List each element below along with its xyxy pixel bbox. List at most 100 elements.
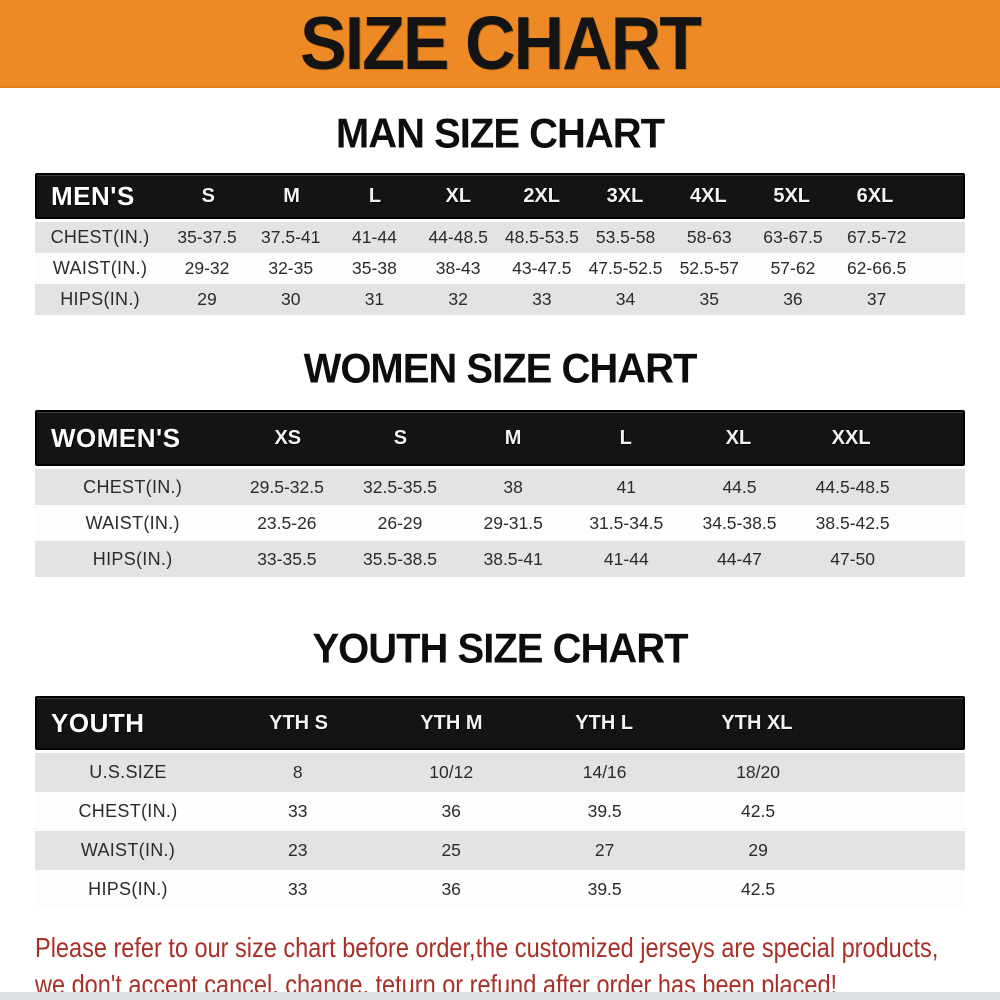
measurement-value: 36 (783, 289, 803, 309)
measurement-value: 33 (287, 879, 308, 899)
measurement-row: HIPS(IN.) 29 30 31 32 33 34 35 36 37 (35, 284, 965, 315)
men-section-heading: MAN SIZE CHART (335, 110, 665, 158)
measurement-value: 47-50 (830, 548, 875, 569)
measurement-value: 39.5 (587, 879, 622, 899)
women-table-header-label: WOMEN'S (51, 422, 181, 453)
measurement-row-label: WAIST(IN.) (85, 512, 180, 533)
measurement-value: 31.5-34.5 (589, 512, 664, 533)
measurement-value: 57-62 (770, 258, 816, 278)
measurement-value: 44-48.5 (428, 227, 488, 247)
disclaimer-note: Please refer to our size chart before or… (35, 929, 1000, 1000)
measurement-value: 35 (699, 289, 719, 309)
size-column-header: M (504, 426, 522, 449)
youth-size-table: YOUTH YTH S YTH M YTH L YTH XL U.S.SIZE 8 10/… (35, 696, 965, 909)
measurement-value: 41-44 (603, 548, 649, 569)
measurement-value: 52.5-57 (679, 258, 739, 278)
size-column-header: 4XL (690, 184, 727, 207)
size-column-header: YTH XL (721, 711, 793, 734)
measurement-value: 33 (532, 289, 552, 309)
women-size-section: WOMEN SIZE CHART WOMEN'S XS S M L XL XXL CHES… (0, 345, 1000, 577)
measurement-value: 38 (503, 476, 523, 497)
size-column-header: XS (274, 426, 302, 449)
banner-title: SIZE CHART (300, 0, 702, 86)
measurement-row: CHEST(IN.) 29.5-32.5 32.5-35.5 38 41 44.5 44.5… (35, 469, 965, 505)
measurement-value: 27 (594, 840, 615, 860)
measurement-value: 39.5 (587, 801, 622, 821)
measurement-value: 48.5-53.5 (504, 227, 579, 247)
women-section-heading: WOMEN SIZE CHART (303, 345, 698, 393)
measurement-value: 58-63 (686, 227, 732, 247)
measurement-value: 23 (287, 840, 308, 860)
size-column-header: YTH S (269, 711, 329, 734)
measurement-row-label: WAIST(IN.) (52, 258, 148, 278)
measurement-value: 32.5-35.5 (363, 476, 437, 497)
measurement-value: 33-35.5 (257, 548, 317, 569)
size-column-header: XXL (831, 426, 871, 449)
men-table-body: CHEST(IN.) 35-37.5 37.5-41 41-44 44-48.5 48.5… (35, 222, 965, 315)
measurement-value: 29.5-32.5 (249, 476, 324, 497)
measurement-row-label: HIPS(IN.) (92, 548, 173, 569)
men-size-table: MEN'S S M L XL 2XL 3XL 4XL 5XL 6XL CHEST(IN.) 35-… (35, 173, 965, 315)
size-column-header: YTH M (420, 711, 483, 734)
measurement-row-label: HIPS(IN.) (88, 879, 168, 899)
measurement-value: 38-43 (435, 258, 481, 278)
measurement-value: 32 (448, 289, 468, 309)
measurement-value: 8 (292, 762, 303, 782)
measurement-value: 44-47 (717, 548, 762, 569)
measurement-value: 23.5-26 (257, 512, 317, 533)
measurement-row: WAIST(IN.) 23.5-26 26-29 29-31.5 31.5-34.5 34… (35, 505, 965, 541)
disclaimer-line-1: Please refer to our size chart before or… (35, 932, 939, 963)
measurement-value: 36 (441, 801, 461, 821)
measurement-value: 42.5 (741, 801, 776, 821)
size-column-header: XL (445, 184, 472, 207)
measurement-value: 26-29 (377, 512, 423, 533)
size-column-header: M (283, 184, 300, 207)
women-table-body: CHEST(IN.) 29.5-32.5 32.5-35.5 38 41 44.5 44.5… (35, 469, 965, 577)
measurement-row: WAIST(IN.) 29-32 32-35 35-38 38-43 43-47.5 47.… (35, 253, 965, 284)
measurement-value: 33 (287, 801, 308, 821)
measurement-value: 44.5-48.5 (815, 476, 890, 497)
measurement-value: 18/20 (736, 762, 780, 782)
measurement-value: 43-47.5 (512, 258, 572, 278)
measurement-value: 63-67.5 (763, 227, 823, 247)
measurement-value: 53.5-58 (595, 227, 656, 247)
size-column-header: S (393, 426, 408, 449)
measurement-value: 38.5-42.5 (815, 512, 890, 533)
measurement-value: 44.5 (722, 476, 757, 497)
measurement-value: 29 (197, 289, 217, 309)
size-chart-banner: SIZE CHART (0, 0, 1000, 88)
measurement-value: 34.5-38.5 (702, 512, 777, 533)
measurement-value: 35-37.5 (177, 227, 237, 247)
measurement-value: 67.5-72 (846, 227, 907, 247)
measurement-row-label: CHEST(IN.) (50, 227, 150, 247)
youth-table-header-bar: YOUTH YTH S YTH M YTH L YTH XL (35, 696, 965, 750)
measurement-row: HIPS(IN.) 33-35.5 35.5-38.5 38.5-41 41-44 44-… (35, 541, 965, 577)
measurement-value: 38.5-41 (483, 548, 543, 569)
men-table-header-bar: MEN'S S M L XL 2XL 3XL 4XL 5XL 6XL (35, 173, 965, 219)
measurement-row-label: CHEST(IN.) (83, 476, 183, 497)
measurement-value: 31 (364, 289, 385, 309)
size-column-header: L (368, 184, 382, 207)
size-column-header: L (619, 426, 632, 449)
measurement-value: 29-31.5 (483, 512, 543, 533)
size-column-header: YTH L (575, 711, 634, 734)
youth-size-section: YOUTH SIZE CHART YOUTH YTH S YTH M YTH L YT… (0, 626, 1000, 909)
measurement-row-label: HIPS(IN.) (60, 289, 140, 309)
measurement-value: 35.5-38.5 (363, 548, 437, 569)
measurement-value: 37.5-41 (261, 227, 321, 247)
measurement-row-label: CHEST(IN.) (78, 801, 178, 821)
measurement-value: 47.5-52.5 (588, 258, 663, 278)
measurement-row: HIPS(IN.) 33 36 39.5 42.5 (35, 870, 965, 909)
size-column-header: S (201, 184, 215, 207)
measurement-value: 35-38 (352, 258, 397, 278)
measurement-value: 62-66.5 (846, 258, 907, 278)
size-column-header: 5XL (773, 184, 811, 207)
measurement-row-label: WAIST(IN.) (80, 840, 176, 860)
measurement-value: 37 (866, 289, 887, 309)
women-size-table: WOMEN'S XS S M L XL XXL CHEST(IN.) 29.5-32.5 32… (35, 410, 965, 577)
size-column-header: 6XL (856, 184, 894, 207)
youth-table-header-label: YOUTH (51, 707, 145, 738)
measurement-value: 29-32 (184, 258, 230, 278)
measurement-value: 42.5 (741, 879, 776, 899)
measurement-value: 36 (441, 879, 461, 899)
